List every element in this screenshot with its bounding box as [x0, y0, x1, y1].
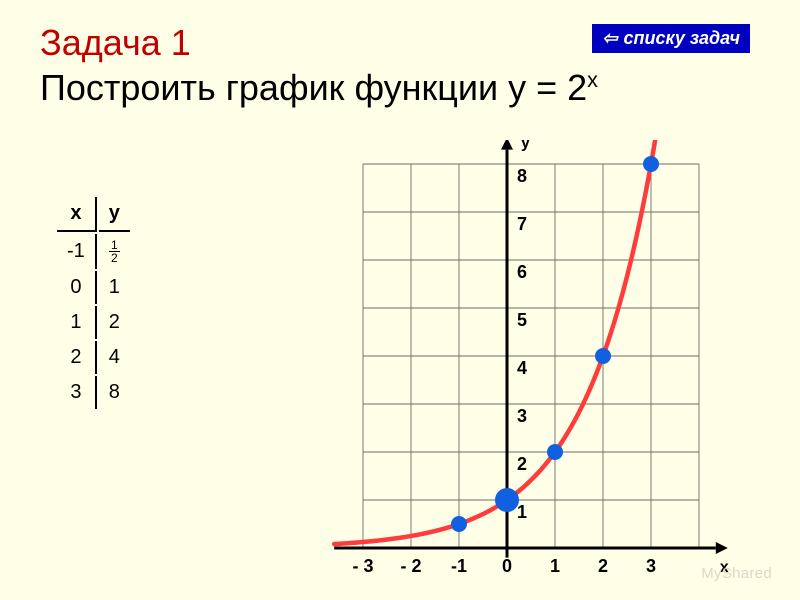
cell-x: 1 [57, 306, 97, 339]
cell-y: 2 [99, 306, 130, 339]
title-text: Построить график функции y = 2 [40, 67, 587, 108]
title-task-number: Задача 1 [40, 22, 191, 63]
table-header-y: y [99, 197, 130, 232]
cell-x: 0 [57, 271, 97, 304]
fraction: 1 2 [109, 239, 120, 264]
svg-text:2: 2 [598, 556, 608, 576]
xy-value-table: x y -1 1 2 0 1 1 2 2 4 3 8 [55, 195, 132, 411]
table-row: 0 1 [57, 271, 130, 304]
cell-x: -1 [57, 234, 97, 269]
cell-x: 3 [57, 376, 97, 409]
svg-text:1: 1 [517, 502, 527, 522]
svg-text:1: 1 [550, 556, 560, 576]
svg-text:7: 7 [517, 214, 527, 234]
table-row: 2 4 [57, 341, 130, 374]
chart-area: - 3- 2-1012312345678xy [285, 140, 765, 580]
svg-text:2: 2 [517, 454, 527, 474]
cell-y: 1 2 [99, 234, 130, 269]
cell-x: 2 [57, 341, 97, 374]
table-header-row: x y [57, 197, 130, 232]
svg-text:- 3: - 3 [352, 556, 373, 576]
svg-text:3: 3 [517, 406, 527, 426]
svg-text:- 2: - 2 [400, 556, 421, 576]
svg-text:5: 5 [517, 310, 527, 330]
table-row: -1 1 2 [57, 234, 130, 269]
cell-y: 4 [99, 341, 130, 374]
table-header-x: x [57, 197, 97, 232]
svg-text:-1: -1 [451, 556, 467, 576]
svg-text:3: 3 [646, 556, 656, 576]
back-link-label: списку задач [623, 28, 740, 49]
back-arrow-icon: ⇦ [602, 28, 617, 49]
title-description: Построить график функции y = 2x [40, 67, 598, 108]
title-exponent: x [587, 67, 598, 92]
watermark: MyShared [701, 565, 772, 582]
exponential-chart: - 3- 2-1012312345678xy [285, 140, 765, 580]
back-to-tasks-button[interactable]: ⇦ списку задач [592, 24, 750, 53]
table-row: 3 8 [57, 376, 130, 409]
cell-y: 1 [99, 271, 130, 304]
svg-text:6: 6 [517, 262, 527, 282]
cell-y: 8 [99, 376, 130, 409]
svg-text:0: 0 [502, 556, 512, 576]
svg-text:y: y [521, 140, 530, 152]
svg-text:8: 8 [517, 166, 527, 186]
svg-text:4: 4 [517, 358, 527, 378]
table-row: 1 2 [57, 306, 130, 339]
page-title: Задача 1 Построить график функции y = 2x [40, 20, 598, 110]
